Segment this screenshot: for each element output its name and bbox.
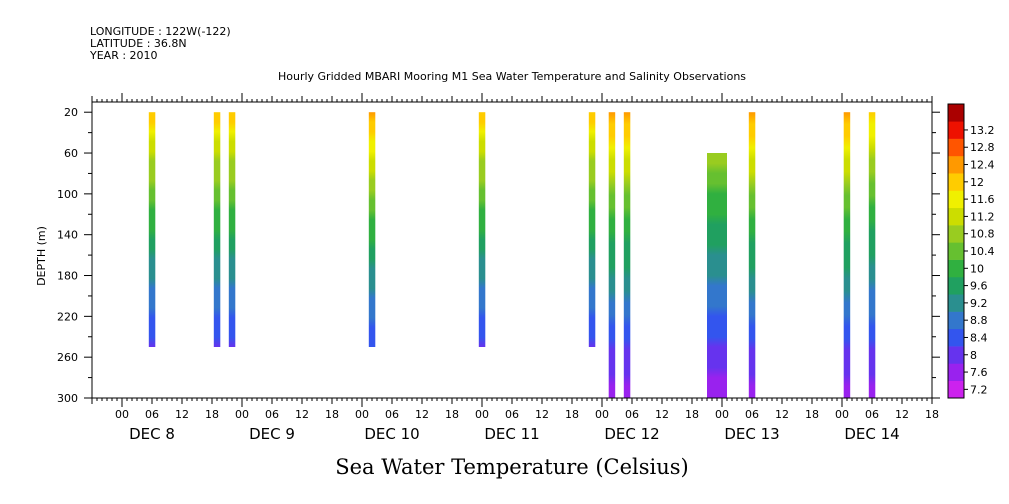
x-tick-label: 06 — [385, 408, 399, 421]
profile-bar — [868, 112, 876, 398]
y-tick-label: 260 — [57, 351, 78, 364]
x-day-label: DEC 12 — [604, 425, 659, 443]
x-tick-label: 12 — [535, 408, 549, 421]
x-tick-label: 18 — [805, 408, 819, 421]
colorbar-label: 10.4 — [970, 245, 995, 258]
colorbar-label: 13.2 — [970, 124, 995, 137]
profile-bar — [608, 112, 616, 398]
y-tick-label: 300 — [57, 392, 78, 405]
x-tick-label: 12 — [895, 408, 909, 421]
x-tick-label: 00 — [835, 408, 849, 421]
x-day-label: DEC 9 — [249, 425, 295, 443]
profile-bar — [368, 112, 376, 347]
y-axis-label: DEPTH (m) — [35, 226, 48, 286]
colorbar-cell — [948, 104, 964, 122]
x-tick-label: 06 — [745, 408, 759, 421]
x-tick-label: 00 — [715, 408, 729, 421]
y-tick-label: 220 — [57, 310, 78, 323]
x-day-label: DEC 13 — [724, 425, 779, 443]
x-tick-label: 00 — [235, 408, 249, 421]
colorbar-cell — [948, 190, 964, 209]
x-day-label: DEC 14 — [844, 425, 899, 443]
colorbar-label: 8.4 — [970, 331, 988, 344]
profile-bar — [213, 112, 221, 347]
colorbar-label: 10.8 — [970, 228, 995, 241]
profile-bar — [588, 112, 596, 347]
x-tick-label: 18 — [925, 408, 939, 421]
colorbar-label: 8.8 — [970, 314, 988, 327]
y-tick-label: 20 — [64, 106, 78, 119]
profile-bar — [707, 153, 727, 398]
x-tick-label: 18 — [445, 408, 459, 421]
x-tick-label: 06 — [625, 408, 639, 421]
profile-bar — [478, 112, 486, 347]
x-tick-label: 00 — [595, 408, 609, 421]
colorbar-cell — [948, 173, 964, 191]
x-tick-label: 12 — [175, 408, 189, 421]
x-tick-label: 12 — [655, 408, 669, 421]
colorbar-cell — [948, 207, 964, 226]
x-tick-label: 00 — [475, 408, 489, 421]
colorbar-cell — [948, 276, 964, 295]
x-tick-label: 18 — [205, 408, 219, 421]
x-tick-label: 18 — [685, 408, 699, 421]
x-tick-label: 12 — [415, 408, 429, 421]
y-tick-label: 180 — [57, 270, 78, 283]
colorbar-cell — [948, 294, 964, 312]
year-label: YEAR : 2010 — [89, 49, 158, 62]
colorbar-label: 8 — [970, 349, 977, 362]
axes: 00 06 12 18 00 06 12 18 00 06 12 18 00 06 12 18 00 06 12 18… — [57, 93, 940, 443]
profile-bar — [228, 112, 236, 347]
colorbar-cell — [948, 311, 964, 330]
colorbar-cell — [948, 121, 964, 139]
colorbar-cell — [948, 363, 964, 381]
colorbar-label: 12 — [970, 176, 984, 189]
colorbar-label: 12.4 — [970, 159, 995, 172]
latitude-label: LATITUDE : 36.8N — [90, 37, 187, 50]
bottom-title: Sea Water Temperature (Celsius) — [335, 455, 689, 479]
colorbar-label: 11.2 — [970, 210, 995, 223]
colorbar-label: 9.6 — [970, 280, 988, 293]
x-tick-label: 12 — [775, 408, 789, 421]
plot-area — [148, 112, 876, 398]
x-tick-label: 00 — [355, 408, 369, 421]
colorbar-label: 7.2 — [970, 383, 988, 396]
x-tick-label: 06 — [145, 408, 159, 421]
colorbar-cell — [948, 328, 964, 347]
x-tick-label: 12 — [295, 408, 309, 421]
y-tick-label: 100 — [57, 188, 78, 201]
x-tick-label: 06 — [865, 408, 879, 421]
colorbar-cell — [948, 155, 964, 174]
colorbar-label: 7.6 — [970, 366, 988, 379]
y-tick-label: 140 — [57, 229, 78, 242]
x-day-label: DEC 10 — [364, 425, 419, 443]
x-tick-label: 06 — [265, 408, 279, 421]
chart-title: Hourly Gridded MBARI Mooring M1 Sea Wate… — [278, 70, 746, 83]
colorbar-label: 12.8 — [970, 141, 995, 154]
x-tick-label: 18 — [565, 408, 579, 421]
colorbar-cell — [948, 138, 964, 157]
colorbar-label: 10 — [970, 262, 984, 275]
x-tick-label: 18 — [325, 408, 339, 421]
x-day-label: DEC 11 — [484, 425, 539, 443]
profile-bar — [623, 112, 631, 398]
colorbar: 7.2 7.6 8 8.4 8.8 9.2 9.6 10 10.4 10.8 11.2 11.6 12 1… — [947, 103, 995, 399]
colorbar-cell — [948, 242, 964, 260]
y-tick-label: 60 — [64, 147, 78, 160]
profile-bar — [748, 112, 756, 398]
colorbar-cell — [948, 380, 964, 399]
x-day-label: DEC 8 — [129, 425, 175, 443]
colorbar-label: 11.6 — [970, 193, 995, 206]
x-tick-label: 00 — [115, 408, 129, 421]
colorbar-cell — [948, 259, 964, 278]
longitude-label: LONGITUDE : 122W(-122) — [90, 25, 231, 38]
colorbar-label: 9.2 — [970, 297, 988, 310]
colorbar-cell — [948, 225, 964, 243]
profile-bar — [843, 112, 851, 398]
profile-bar — [148, 112, 156, 347]
colorbar-cell — [948, 346, 964, 364]
x-tick-label: 06 — [505, 408, 519, 421]
